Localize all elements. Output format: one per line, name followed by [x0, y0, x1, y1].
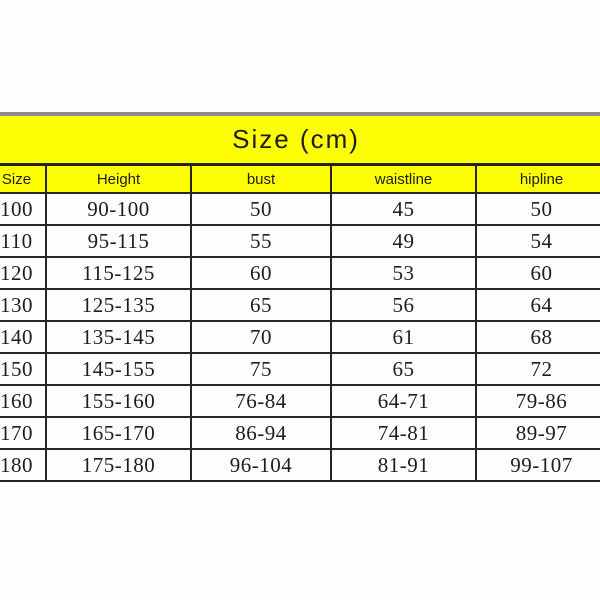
header-row: Size Height bust waistline hipline [0, 166, 600, 194]
cell-waistline: 56 [330, 288, 477, 322]
cell-height: 165-170 [45, 416, 192, 450]
table-row: 120 115-125 60 53 60 [0, 256, 600, 290]
cell-height: 90-100 [45, 192, 192, 226]
table-row: 150 145-155 75 65 72 [0, 352, 600, 386]
table-row: 160 155-160 76-84 64-71 79-86 [0, 384, 600, 418]
cell-size: 110 [0, 224, 47, 258]
cell-bust: 96-104 [190, 448, 332, 482]
cell-hipline: 64 [475, 288, 600, 322]
table-row: 110 95-115 55 49 54 [0, 224, 600, 258]
cell-hipline: 60 [475, 256, 600, 290]
cell-bust: 50 [190, 192, 332, 226]
cell-size: 170 [0, 416, 47, 450]
cell-height: 95-115 [45, 224, 192, 258]
cell-size: 150 [0, 352, 47, 386]
cell-size: 100 [0, 192, 47, 226]
cell-bust: 60 [190, 256, 332, 290]
table-row: 140 135-145 70 61 68 [0, 320, 600, 354]
cell-waistline: 45 [330, 192, 477, 226]
cell-bust: 65 [190, 288, 332, 322]
column-header-bust: bust [190, 166, 332, 194]
cell-waistline: 49 [330, 224, 477, 258]
cell-size: 180 [0, 448, 47, 482]
cell-height: 145-155 [45, 352, 192, 386]
table-title: Size (cm) [232, 124, 360, 154]
cell-hipline: 68 [475, 320, 600, 354]
size-table: Size Height bust waistline hipline 100 9… [0, 166, 600, 482]
cell-waistline: 81-91 [330, 448, 477, 482]
table-row: 170 165-170 86-94 74-81 89-97 [0, 416, 600, 450]
cell-bust: 55 [190, 224, 332, 258]
cell-waistline: 74-81 [330, 416, 477, 450]
cell-height: 125-135 [45, 288, 192, 322]
cell-hipline: 79-86 [475, 384, 600, 418]
table-title-band: Size (cm) [0, 112, 600, 166]
size-chart-table: Size (cm) Size Height bust waistline hip… [0, 112, 600, 482]
cell-size: 160 [0, 384, 47, 418]
column-header-hipline: hipline [475, 166, 600, 194]
cell-height: 155-160 [45, 384, 192, 418]
cell-bust: 70 [190, 320, 332, 354]
cell-size: 120 [0, 256, 47, 290]
cell-hipline: 72 [475, 352, 600, 386]
cell-waistline: 53 [330, 256, 477, 290]
cell-hipline: 89-97 [475, 416, 600, 450]
cell-height: 135-145 [45, 320, 192, 354]
column-header-height: Height [45, 166, 192, 194]
cell-height: 115-125 [45, 256, 192, 290]
cell-waistline: 64-71 [330, 384, 477, 418]
cell-bust: 76-84 [190, 384, 332, 418]
table-row: 130 125-135 65 56 64 [0, 288, 600, 322]
cell-waistline: 61 [330, 320, 477, 354]
table-row: 180 175-180 96-104 81-91 99-107 [0, 448, 600, 482]
cell-hipline: 54 [475, 224, 600, 258]
cell-size: 130 [0, 288, 47, 322]
column-header-size: Size [0, 166, 47, 194]
cell-hipline: 50 [475, 192, 600, 226]
column-header-waistline: waistline [330, 166, 477, 194]
table-row: 100 90-100 50 45 50 [0, 192, 600, 226]
cell-bust: 86-94 [190, 416, 332, 450]
cell-bust: 75 [190, 352, 332, 386]
cell-waistline: 65 [330, 352, 477, 386]
cell-hipline: 99-107 [475, 448, 600, 482]
cell-size: 140 [0, 320, 47, 354]
cell-height: 175-180 [45, 448, 192, 482]
